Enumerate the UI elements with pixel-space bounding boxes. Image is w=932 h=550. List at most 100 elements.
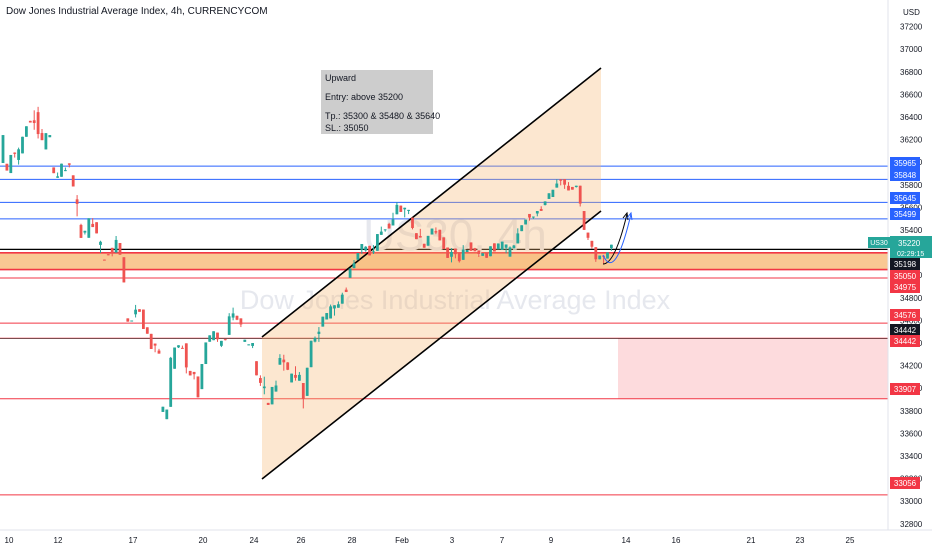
candle-body: [278, 358, 282, 365]
candle-body: [512, 245, 516, 249]
candle-body: [274, 385, 278, 392]
candle-body: [348, 268, 352, 278]
x-tick-label: 9: [549, 536, 554, 545]
trade-note[interactable]: Upward Entry: above 35200 Tp.: 35300 & 3…: [321, 70, 441, 134]
price-label-text: 34576: [894, 311, 917, 320]
candle-body: [188, 370, 192, 376]
candle-body: [333, 305, 336, 309]
price-label-box: [890, 309, 920, 321]
candle-body: [450, 252, 453, 257]
candle-body: [301, 383, 305, 399]
candle-body: [118, 242, 122, 255]
y-tick-label: 33600: [900, 429, 923, 438]
candle-body: [317, 331, 321, 334]
candle-body: [454, 248, 457, 255]
price-label-box: [890, 270, 920, 282]
candle-body: [44, 133, 48, 150]
x-tick-label: 12: [54, 536, 63, 545]
candle-body: [606, 252, 609, 259]
candle-body: [216, 332, 219, 340]
candle-body: [17, 149, 20, 160]
candle-body: [294, 374, 297, 378]
price-label-text: 35198: [894, 260, 917, 269]
candle-body: [286, 362, 290, 370]
candle-body: [40, 133, 44, 141]
candle-body: [282, 359, 286, 363]
candle-body: [582, 211, 586, 230]
channel-lower-line: [261, 210, 602, 480]
candle-body: [469, 242, 473, 251]
candle-body: [555, 183, 559, 188]
candle-body: [1, 135, 5, 163]
candle-body: [255, 361, 258, 376]
candle-body: [223, 339, 227, 341]
price-label-box: [890, 477, 920, 489]
y-tick-label: 32800: [900, 520, 923, 529]
candle-body: [356, 253, 360, 260]
candle-body: [247, 344, 251, 346]
candle-body: [446, 247, 449, 258]
candle-body: [99, 241, 102, 245]
candle-body: [500, 241, 504, 250]
candle-body: [477, 250, 481, 254]
candle-body: [313, 338, 317, 342]
candle-body: [134, 309, 137, 315]
candle-body: [539, 208, 543, 211]
price-label-box: [890, 383, 920, 395]
price-label-text: 34442: [894, 337, 917, 346]
candle-body: [457, 252, 461, 262]
price-label-text: 35848: [894, 171, 917, 180]
candle-body: [95, 222, 98, 234]
candle-body: [25, 126, 28, 137]
candle-body: [204, 342, 208, 365]
candle-body: [142, 309, 145, 329]
channel-upper-line: [261, 67, 602, 338]
price-label-text: 35050: [894, 272, 917, 281]
candle-body: [594, 247, 598, 260]
candle-body: [60, 163, 63, 177]
candle-body: [184, 343, 188, 368]
candle-body: [149, 333, 153, 349]
blue-arrow-head: [626, 211, 633, 221]
y-tick-label: 37200: [900, 23, 923, 32]
y-unit-label: USD: [903, 8, 920, 17]
candle-body: [422, 243, 426, 248]
x-tick-label: 26: [297, 536, 306, 545]
x-tick-label: 3: [450, 536, 455, 545]
candle-body: [28, 120, 32, 123]
y-tick-label: 33800: [900, 407, 923, 416]
price-label-box: [890, 335, 920, 347]
y-tick-label: 36800: [900, 68, 923, 77]
candle-body: [212, 331, 215, 341]
candle-body: [106, 254, 110, 256]
candle-body: [5, 163, 9, 171]
y-tick-label: 35400: [900, 226, 923, 235]
time-axis[interactable]: 10 12 17 20 24 26 28 Feb 3 7 9 14 16 21 23 25: [0, 529, 932, 545]
candle-body: [508, 247, 512, 257]
candle-body: [266, 402, 270, 405]
note-take-profit: Tp.: 35300 & 35480 & 35640: [325, 111, 441, 121]
candle-body: [520, 225, 524, 232]
candle-body: [430, 228, 434, 235]
candle-body: [110, 247, 114, 253]
price-label-text: 34975: [894, 283, 917, 292]
candle-body: [177, 345, 180, 348]
last-price-box: [890, 236, 932, 258]
candle-body: [64, 170, 67, 172]
candle-body: [574, 185, 578, 188]
candle-body: [551, 189, 555, 198]
x-tick-label: 7: [500, 536, 505, 545]
candle-body: [36, 112, 40, 135]
x-tick-label: Feb: [395, 536, 409, 545]
candle-body: [403, 207, 407, 210]
watermark-name: Dow Jones Industrial Average Index: [240, 285, 671, 315]
note-entry: Entry: above 35200: [325, 92, 404, 102]
candle-body: [145, 327, 149, 334]
candle-body: [610, 244, 613, 248]
candle-body: [126, 318, 130, 322]
candle-body: [376, 234, 379, 251]
entry-zone: [0, 252, 888, 399]
y-tick-label: 35600: [900, 203, 923, 212]
candle-body: [321, 316, 325, 327]
